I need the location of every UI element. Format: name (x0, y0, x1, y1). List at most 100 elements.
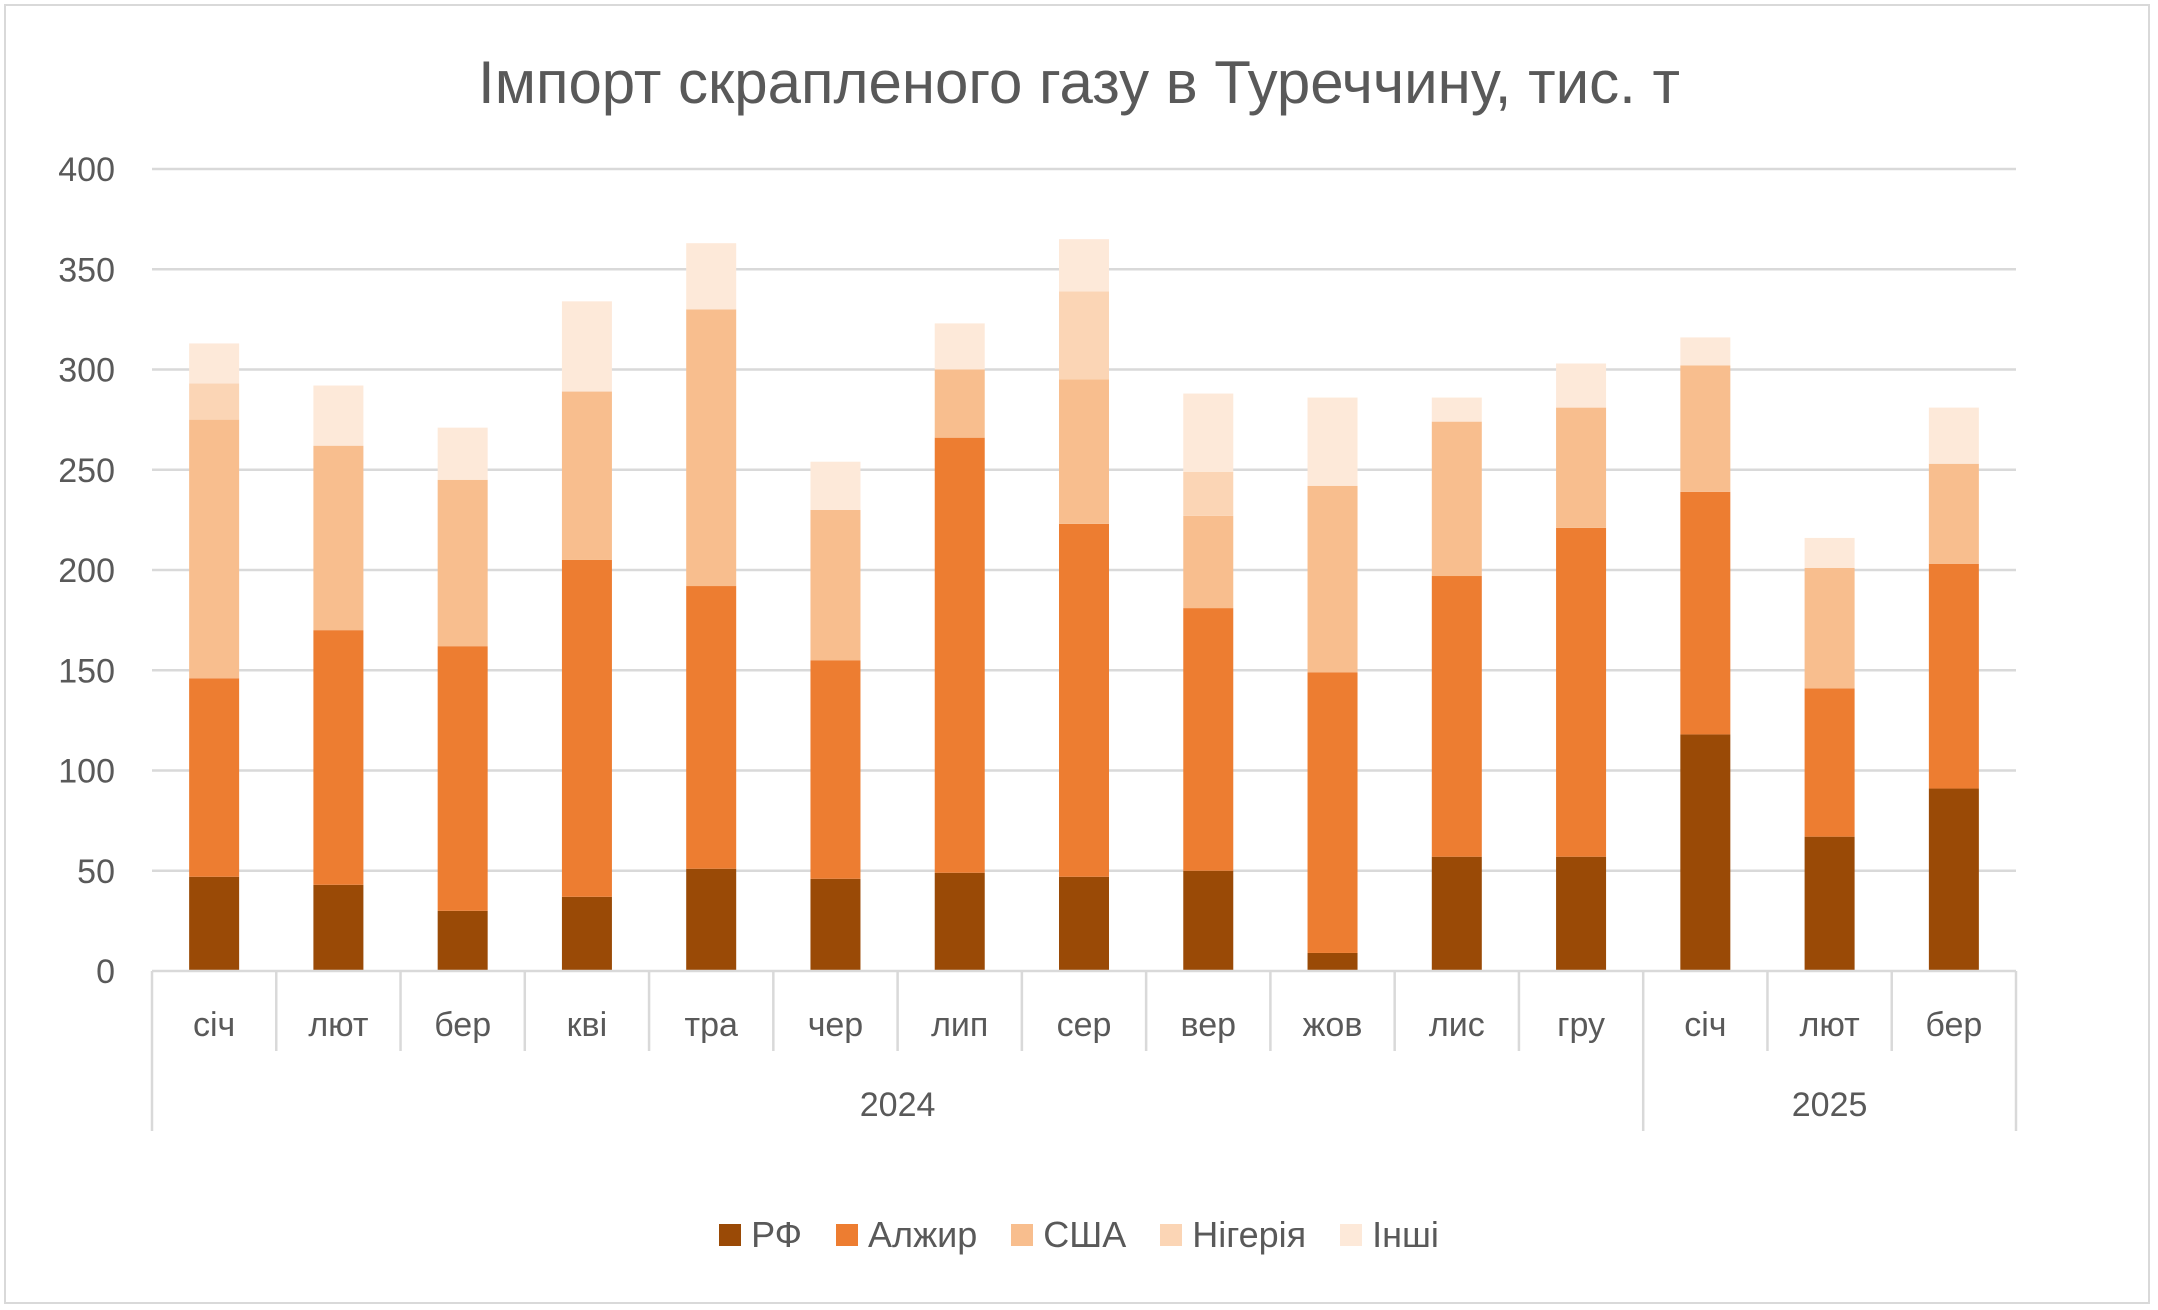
bar-segment (1804, 688, 1855, 837)
legend: РФ Алжир США Нігерія Інші (0, 1210, 2158, 1260)
bar-segment (1059, 239, 1109, 292)
legend-item: Алжир (836, 1214, 977, 1256)
bar-segment (1431, 856, 1482, 971)
bar-segment (1059, 876, 1109, 971)
bar-segment (1556, 527, 1607, 857)
bar-segment (1804, 836, 1855, 971)
x-tick-label: сер (1057, 1006, 1112, 1044)
legend-swatch (1340, 1224, 1363, 1246)
bar-segment (1183, 515, 1234, 609)
bar-segment (1556, 407, 1607, 528)
legend-label: США (1043, 1214, 1127, 1255)
legend-swatch (836, 1224, 859, 1246)
bar-segment (1804, 567, 1855, 689)
legend-item: Нігерія (1160, 1214, 1306, 1256)
y-tick-label: 200 (58, 552, 115, 590)
y-tick-label: 300 (58, 352, 115, 390)
bar-segment (1804, 537, 1855, 568)
bar-segment (1183, 471, 1234, 516)
bar-segment (810, 509, 861, 661)
bar-segment (934, 437, 985, 873)
bar-segment (437, 646, 488, 911)
bar-segment (313, 630, 364, 885)
y-tick-label: 250 (58, 452, 115, 490)
bar-segment (1928, 563, 1979, 789)
bar-segment (561, 301, 612, 392)
legend-item: РФ (719, 1214, 802, 1256)
x-tick-label: кві (567, 1006, 608, 1044)
legend-item: Інші (1340, 1214, 1439, 1256)
x-tick-label: бер (1925, 1006, 1982, 1044)
x-tick-label: тра (685, 1006, 738, 1044)
x-tick-label: січ (1684, 1006, 1726, 1044)
bar-segment (810, 878, 861, 971)
x-tick-label: вер (1181, 1006, 1237, 1044)
bar-segment (313, 884, 364, 971)
bar-segment (1307, 952, 1358, 971)
y-tick-label: 350 (58, 251, 115, 289)
bar-segment (189, 876, 240, 971)
bar-segment (1680, 734, 1731, 971)
bar-segment (1059, 523, 1109, 877)
x-tick-label: лис (1429, 1006, 1485, 1044)
bar-segment (1928, 463, 1979, 564)
bar-segment (189, 419, 240, 679)
bar-segment (189, 678, 240, 877)
y-tick-label: 150 (58, 652, 115, 690)
bar-segment (1431, 576, 1482, 857)
bar-segment (313, 385, 364, 446)
x-tick-label: лют (308, 1006, 368, 1044)
y-tick-label: 50 (77, 853, 115, 891)
legend-swatch (1160, 1224, 1183, 1246)
bar-segment (1680, 491, 1731, 735)
bar-segment (1183, 608, 1234, 871)
y-tick-label: 400 (58, 151, 115, 189)
bar-segment (1059, 291, 1109, 380)
bar-segment (686, 243, 737, 310)
x-group-label: 2024 (860, 1086, 936, 1124)
bar-segment (1928, 788, 1979, 971)
bar-segment (313, 445, 364, 631)
legend-swatch (719, 1224, 742, 1246)
bar-segment (1556, 856, 1607, 971)
bar-segment (1431, 397, 1482, 422)
y-tick-label: 0 (96, 953, 115, 991)
bar-segment (810, 660, 861, 879)
bar-segment (1928, 407, 1979, 464)
x-tick-label: жов (1303, 1006, 1363, 1044)
bar-segment (1183, 393, 1234, 472)
x-group-label: 2025 (1792, 1086, 1868, 1124)
bar-segment (561, 896, 612, 971)
x-tick-label: бер (434, 1006, 491, 1044)
bar-segment (934, 872, 985, 971)
bar-segment (1307, 672, 1358, 953)
bar-segment (437, 910, 488, 971)
x-tick-label: січ (193, 1006, 235, 1044)
bar-segment (437, 427, 488, 480)
y-tick-label: 100 (58, 753, 115, 791)
bar-segment (189, 383, 240, 420)
bar-segment (561, 559, 612, 897)
bar-segment (1059, 379, 1109, 524)
bar-segment (437, 479, 488, 647)
chart-title: Імпорт скрапленого газу в Туреччину, тис… (478, 49, 1680, 116)
bar-segment (810, 461, 861, 510)
bar-segment (686, 586, 737, 869)
bar-segment (1680, 365, 1731, 492)
bar-segment (686, 309, 737, 587)
x-tick-label: гру (1557, 1006, 1605, 1044)
bar-segment (1183, 870, 1234, 971)
bar-segment (1680, 337, 1731, 366)
legend-swatch (1011, 1224, 1034, 1246)
legend-label: Інші (1372, 1214, 1439, 1255)
bar-segment (1307, 397, 1358, 486)
bar-segment (1556, 363, 1607, 408)
bar-segment (189, 343, 240, 384)
bar-segment (1431, 421, 1482, 577)
legend-label: Нігерія (1192, 1214, 1307, 1255)
legend-item: США (1011, 1214, 1126, 1256)
bar-segment (934, 369, 985, 438)
bar-segment (934, 323, 985, 370)
legend-label: РФ (751, 1214, 803, 1255)
